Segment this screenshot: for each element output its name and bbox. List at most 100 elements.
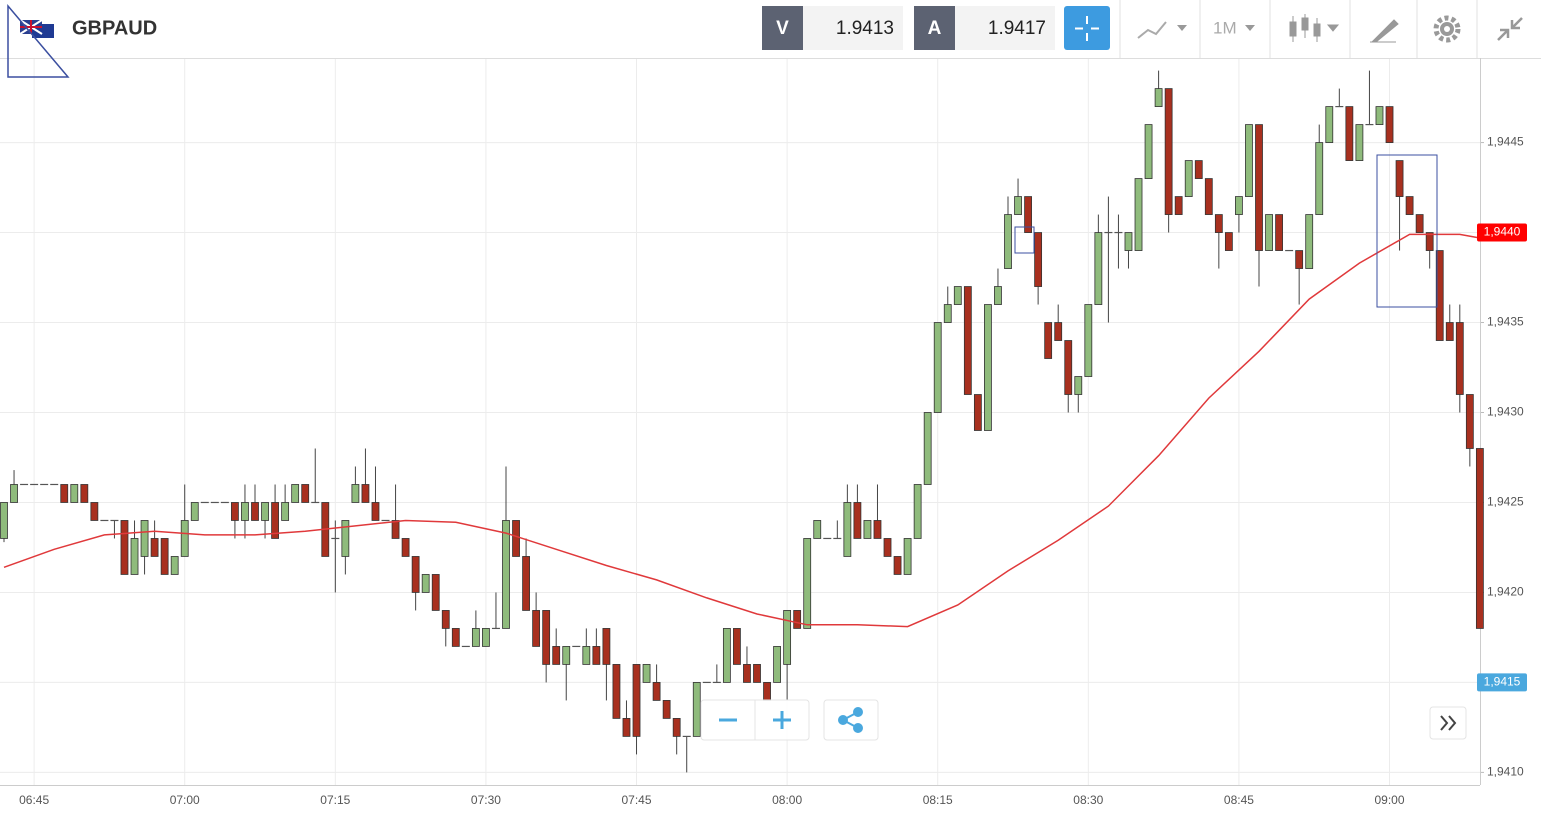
crosshair-button[interactable] xyxy=(1064,6,1110,50)
candle-body xyxy=(351,484,360,503)
share-button[interactable] xyxy=(823,699,879,741)
zoom-controls xyxy=(700,699,1467,741)
zoom-in[interactable] xyxy=(773,711,791,729)
price-badge xyxy=(1477,673,1527,692)
candle-body xyxy=(231,502,239,521)
candle-body xyxy=(1435,250,1444,341)
candle-body xyxy=(391,520,400,539)
candle-body xyxy=(301,484,310,503)
y-tick-label: 1,9425 xyxy=(1487,495,1524,509)
candle-body xyxy=(984,304,992,431)
candle-body xyxy=(90,502,99,521)
candle-body xyxy=(612,664,621,719)
y-tick-label: 1,9445 xyxy=(1487,135,1524,149)
candle-body xyxy=(471,628,480,647)
candle-body xyxy=(763,682,771,701)
candle-body xyxy=(582,646,591,665)
candle-body xyxy=(1445,322,1454,341)
x-tick-label: 08:30 xyxy=(1073,793,1103,807)
flag-icon xyxy=(19,19,54,38)
candle-body xyxy=(883,538,892,557)
ask-label: A xyxy=(928,18,942,39)
candle-body xyxy=(743,664,751,683)
candle-body xyxy=(502,520,510,629)
candle-body xyxy=(1164,88,1173,215)
candle-body xyxy=(261,502,269,521)
candle-body xyxy=(130,538,139,575)
candle-body xyxy=(1174,196,1183,215)
candle-body xyxy=(1375,106,1384,125)
candle-body xyxy=(1265,214,1273,251)
moving-average xyxy=(3,233,1481,628)
x-tick-label: 06:45 xyxy=(19,793,49,807)
candle-body xyxy=(241,502,249,521)
candle-body xyxy=(753,664,761,683)
candle-body xyxy=(873,520,882,539)
candle-body xyxy=(401,538,410,557)
marks xyxy=(0,70,1484,773)
candle-body xyxy=(1034,232,1043,287)
candle-body xyxy=(923,412,932,485)
candle-body xyxy=(843,502,852,557)
candle-body xyxy=(1475,448,1484,629)
candle-body xyxy=(1255,124,1263,251)
settings-button[interactable] xyxy=(1433,15,1461,43)
candle-body xyxy=(662,700,671,719)
candle-body xyxy=(0,502,8,539)
candle-body xyxy=(10,484,18,503)
candle-body xyxy=(1024,196,1032,233)
candle-body xyxy=(140,520,149,557)
candle-body xyxy=(1084,304,1093,377)
candle-body xyxy=(411,556,420,593)
candle-body xyxy=(893,556,902,575)
bid-price: 1.9413 xyxy=(836,18,894,39)
candle-body xyxy=(1204,178,1213,215)
x-tick-label: 09:00 xyxy=(1375,793,1405,807)
candle-body xyxy=(973,394,982,431)
candle-body xyxy=(552,646,561,665)
candle-body xyxy=(913,484,922,539)
bid-box[interactable] xyxy=(803,6,903,50)
candle-body xyxy=(1405,196,1414,215)
candle-body xyxy=(853,502,862,539)
ask-box[interactable] xyxy=(955,6,1055,50)
candle-body xyxy=(1074,376,1083,395)
candle-body xyxy=(542,610,551,665)
candle-body xyxy=(371,502,380,521)
candle-body xyxy=(1224,232,1233,251)
x-tick-label: 07:15 xyxy=(320,793,350,807)
candle-body xyxy=(1305,214,1314,269)
candle-body xyxy=(1315,142,1324,215)
share-icon xyxy=(838,707,863,733)
candle-body xyxy=(251,502,259,521)
collapse-button[interactable] xyxy=(1497,17,1523,41)
candle-body xyxy=(733,628,741,665)
candle-type-button[interactable] xyxy=(1289,14,1340,42)
candle-body xyxy=(1144,124,1153,179)
candle-body xyxy=(602,628,611,665)
x-tick-label: 07:30 xyxy=(471,793,501,807)
candle-body xyxy=(943,304,952,323)
price-badge-label: 1,9415 xyxy=(1484,675,1521,689)
candle-body xyxy=(863,520,872,539)
drawing-tool-button[interactable] xyxy=(1370,19,1399,43)
price-badge xyxy=(1477,223,1527,242)
y-tick-label: 1,9435 xyxy=(1487,315,1524,329)
candle-body xyxy=(1345,106,1354,161)
y-tick-label: 1,9420 xyxy=(1487,585,1524,599)
candle-body xyxy=(80,484,89,503)
chart-type-button[interactable] xyxy=(1137,21,1187,39)
candle-body xyxy=(421,574,430,593)
candle-body xyxy=(994,286,1002,305)
bid-label-box xyxy=(762,6,803,50)
y-tick-label: 1,9430 xyxy=(1487,405,1524,419)
candle-body xyxy=(1275,214,1283,251)
candle-body xyxy=(1134,178,1143,251)
timeframe[interactable]: 1M xyxy=(1213,18,1237,37)
candle-body xyxy=(622,718,631,737)
candle-body xyxy=(1385,106,1394,143)
candle-body xyxy=(813,520,822,539)
symbol: GBPAUD xyxy=(72,17,157,39)
candle-body xyxy=(632,664,641,737)
